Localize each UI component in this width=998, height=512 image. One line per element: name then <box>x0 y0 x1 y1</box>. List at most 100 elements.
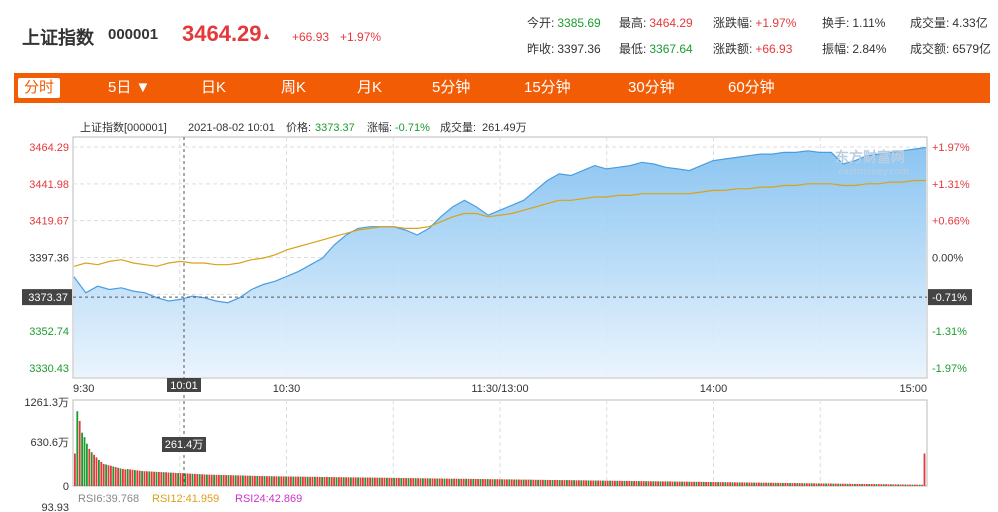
volume-bar <box>486 479 489 486</box>
volume-bar <box>861 484 863 486</box>
volume-bar <box>213 474 215 486</box>
volume-bar <box>410 478 412 486</box>
volume-bar <box>208 474 211 486</box>
volume-bar <box>599 480 602 486</box>
stat-value: 2.84% <box>852 42 887 56</box>
volume-bar <box>167 472 170 486</box>
volume-bar <box>74 453 76 486</box>
volume-bar <box>892 484 895 486</box>
volume-bar <box>700 481 703 486</box>
volume-bar <box>779 482 782 486</box>
tab-5[interactable]: 5分钟 <box>432 79 471 96</box>
volume-bar <box>429 478 431 486</box>
volume-bar <box>854 483 856 486</box>
tab-3[interactable]: 周K <box>281 79 307 96</box>
volume-bar <box>215 474 218 486</box>
volume-bar <box>227 475 230 486</box>
volume-bar <box>405 478 407 486</box>
volume-bar <box>184 473 187 486</box>
volume-bar <box>438 478 441 486</box>
volume-bar <box>302 476 304 486</box>
volume-bar <box>424 478 427 486</box>
tab-0[interactable]: 分时 <box>18 78 61 98</box>
volume-bar <box>458 478 460 486</box>
price-change: +66.93 <box>292 30 330 44</box>
volume-bar <box>162 472 165 486</box>
volume-bar <box>916 484 919 486</box>
volume-bar <box>465 478 467 486</box>
volume-bar <box>791 483 794 486</box>
volume-bar <box>650 481 652 486</box>
volume-bar <box>412 478 415 486</box>
volume-bar <box>503 479 506 486</box>
pct-tick-label: -1.97% <box>932 363 967 375</box>
volume-bar <box>153 471 155 486</box>
cursor-price-label: 3373.37 <box>28 292 68 304</box>
volume-bar <box>448 478 451 486</box>
volume-bar <box>210 474 213 486</box>
volume-bar <box>618 480 621 486</box>
volume-bar <box>690 481 693 486</box>
volume-bar <box>434 478 436 486</box>
price-area <box>74 147 926 377</box>
volume-bar <box>570 480 573 486</box>
x-tick-label: 15:00 <box>899 383 927 395</box>
volume-bar <box>294 476 297 486</box>
volume-bar <box>640 481 643 486</box>
volume-bar <box>707 482 710 486</box>
volume-bar <box>866 484 868 486</box>
y-tick-label: 3397.36 <box>29 253 69 265</box>
stat-label: 成交额: <box>910 42 950 56</box>
volume-bar <box>885 484 887 486</box>
volume-bar <box>578 480 580 486</box>
volume-bar <box>155 471 158 486</box>
volume-bar <box>477 479 479 486</box>
tab-8[interactable]: 60分钟 <box>728 79 775 96</box>
volume-bar <box>494 479 496 486</box>
stat-value: 3397.36 <box>557 42 601 56</box>
volume-tick-label: 630.6万 <box>30 437 69 449</box>
stat-label: 涨跌幅: <box>713 16 753 30</box>
volume-bar <box>335 477 338 486</box>
tab-7[interactable]: 30分钟 <box>628 79 675 96</box>
volume-bar <box>558 480 561 486</box>
tab-6[interactable]: 15分钟 <box>524 79 571 96</box>
volume-bar <box>645 481 647 486</box>
volume-bar <box>117 467 119 486</box>
volume-bar <box>734 482 736 486</box>
volume-bar <box>376 477 379 486</box>
volume-bar <box>911 484 914 486</box>
volume-bar <box>556 480 559 486</box>
tab-4[interactable]: 月K <box>357 79 383 96</box>
volume-bar <box>592 480 595 486</box>
volume-bar <box>170 472 172 486</box>
volume-bar <box>114 467 117 486</box>
stat-label: 最低: <box>619 42 647 56</box>
volume-bar <box>189 473 191 486</box>
volume-bar <box>712 482 715 486</box>
volume-bar <box>141 471 143 486</box>
volume-bar <box>534 479 537 486</box>
volume-bar <box>580 480 583 486</box>
volume-bar <box>393 477 395 486</box>
volume-bar <box>806 483 808 486</box>
pct-tick-label: -1.31% <box>932 326 967 338</box>
volume-bar <box>350 477 352 486</box>
volume-bar <box>705 482 707 486</box>
volume-bar <box>575 480 578 486</box>
cursor-pct-label: -0.71% <box>932 292 967 304</box>
volume-tick-label: 1261.3万 <box>24 397 69 409</box>
volume-bar <box>359 477 362 486</box>
volume-bar <box>820 483 823 486</box>
volume-bar <box>263 476 266 486</box>
volume-bar <box>417 478 419 486</box>
x-tick-label: 14:00 <box>700 383 728 395</box>
volume-bar <box>342 477 345 486</box>
volume-bar <box>858 483 861 486</box>
y-tick-label: 3330.43 <box>29 363 69 375</box>
tab-1[interactable]: 5日 ▼ <box>108 79 151 96</box>
volume-bar <box>165 472 167 486</box>
tab-2[interactable]: 日K <box>201 79 227 96</box>
volume-bar <box>354 477 357 486</box>
